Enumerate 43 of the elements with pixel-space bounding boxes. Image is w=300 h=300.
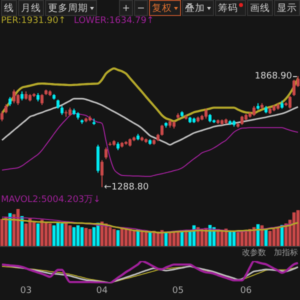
bar (72, 227, 76, 246)
text: 画线 (250, 2, 270, 14)
x-tick-label: 03 (20, 286, 32, 296)
bar (80, 227, 84, 246)
bar (56, 222, 60, 246)
x-tick-label: 05 (172, 286, 184, 296)
bar (272, 229, 276, 246)
text: 加指标 (274, 248, 298, 258)
bar (268, 230, 272, 246)
text: PER:1931.90↑ (1, 16, 66, 27)
bar (84, 228, 88, 246)
bar (108, 227, 112, 246)
text: 改参数 (242, 248, 266, 258)
text: 筹码 (218, 2, 238, 14)
text: 月线 (21, 2, 41, 14)
bar (44, 222, 48, 246)
x-tick-label: 04 (96, 286, 108, 296)
bar (296, 210, 300, 246)
bar (116, 230, 120, 246)
text: 线 (4, 2, 14, 14)
bar (48, 223, 52, 246)
bar (236, 232, 240, 246)
text: 叠加 (185, 2, 205, 14)
annotation: ←1288.80 (104, 182, 150, 192)
text: − (137, 2, 145, 14)
bar (88, 229, 92, 246)
annotation: 1868.90 (254, 71, 292, 82)
text: LOWER:1634.79↑ (74, 16, 154, 27)
bar (52, 225, 56, 246)
bar (148, 232, 152, 246)
bar (0, 219, 4, 246)
bar (68, 225, 72, 246)
bar (36, 223, 40, 246)
bar (112, 229, 116, 246)
bar (132, 230, 136, 246)
text: + (122, 2, 130, 14)
text: 显示 (277, 2, 297, 14)
bar (60, 223, 64, 246)
series-label: MAVOL2:5004.203万↓ (1, 195, 101, 206)
text: 复权 (152, 2, 172, 14)
x-tick-label: 06 (240, 286, 252, 296)
bar (76, 225, 80, 246)
text: 更多周期 (48, 2, 88, 14)
